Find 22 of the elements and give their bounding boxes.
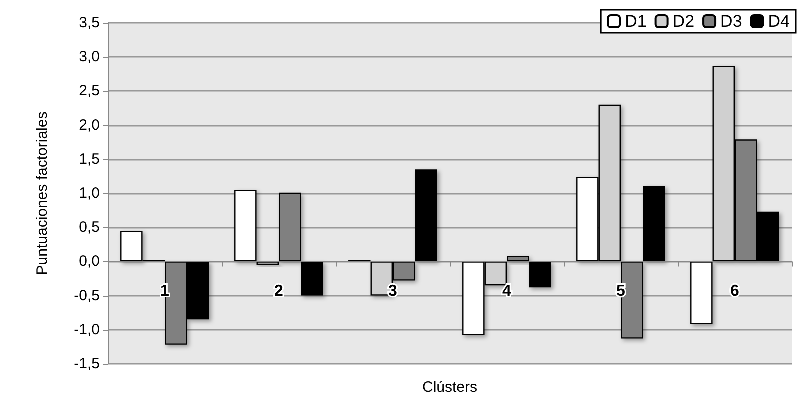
y-tick-label: 0,5: [79, 219, 100, 236]
legend-label: D4: [768, 12, 790, 31]
y-tick-label: -0,5: [74, 287, 100, 304]
x-tick-label: 1: [160, 283, 170, 300]
x-tick-label: 4: [502, 283, 512, 300]
x-tick-label: 6: [730, 283, 740, 300]
legend-label: D3: [720, 12, 742, 31]
y-tick-label: 2,5: [79, 82, 100, 100]
y-tick-label: 3,5: [79, 14, 100, 32]
y-tick-label: 3,0: [79, 48, 100, 66]
y-tick-label: 1,0: [79, 185, 100, 202]
y-tick-label: -1,0: [74, 321, 100, 338]
y-tick-label: 0,0: [79, 253, 100, 270]
legend-label: D1: [625, 12, 647, 31]
legend-label: D2: [672, 12, 695, 31]
y-axis-title: Puntuaciones factoriales: [34, 112, 51, 276]
x-tick-label: 2: [274, 283, 284, 300]
x-axis-title: Clústers: [422, 379, 478, 396]
y-tick-label: 1,5: [79, 150, 100, 168]
x-tick-label: 5: [616, 283, 626, 300]
y-tick-label: -1,5: [74, 356, 100, 372]
y-tick-label: 2,0: [79, 116, 100, 134]
